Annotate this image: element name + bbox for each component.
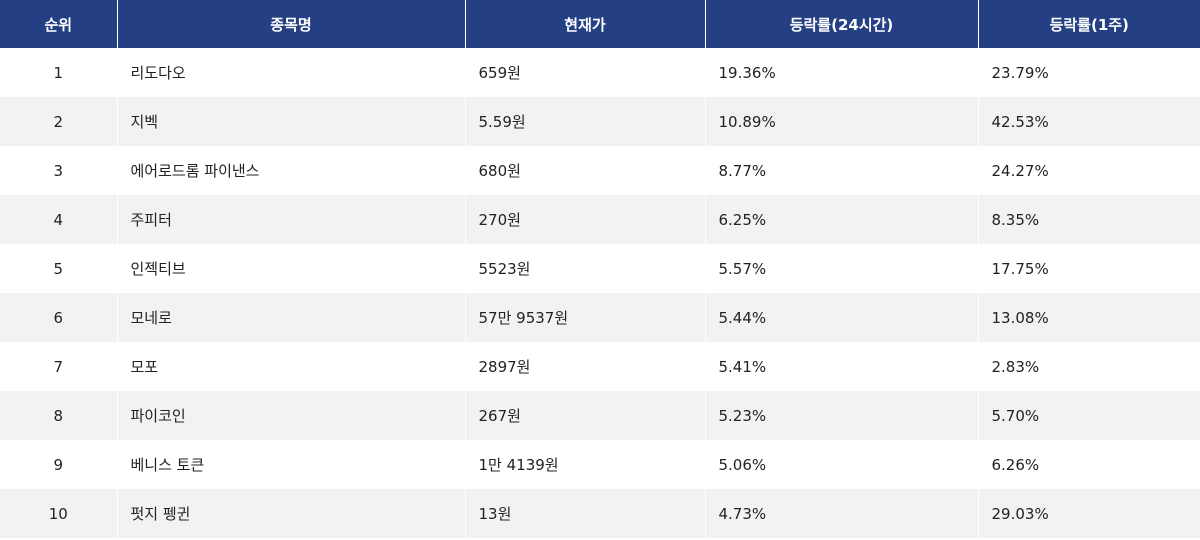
table-header: 순위 종목명 현재가 등락률(24시간) 등락률(1주) bbox=[0, 0, 1200, 48]
name-cell: 모네로 bbox=[117, 293, 466, 342]
price-cell: 680원 bbox=[465, 146, 706, 195]
name-cell: 주피터 bbox=[117, 195, 466, 244]
rank-cell: 8 bbox=[0, 391, 118, 440]
header-rank: 순위 bbox=[0, 0, 118, 48]
table-row: 1 리도다오 659원 19.36% 23.79% bbox=[0, 48, 1200, 97]
price-cell: 57만 9537원 bbox=[465, 293, 706, 342]
table-row: 5 인젝티브 5523원 5.57% 17.75% bbox=[0, 244, 1200, 293]
header-name: 종목명 bbox=[117, 0, 466, 48]
change-24h-cell: 5.23% bbox=[705, 391, 979, 440]
table-row: 9 베니스 토큰 1만 4139원 5.06% 6.26% bbox=[0, 440, 1200, 489]
price-cell: 5523원 bbox=[465, 244, 706, 293]
rank-cell: 3 bbox=[0, 146, 118, 195]
table-row: 6 모네로 57만 9537원 5.44% 13.08% bbox=[0, 293, 1200, 342]
change-24h-cell: 5.57% bbox=[705, 244, 979, 293]
table-row: 4 주피터 270원 6.25% 8.35% bbox=[0, 195, 1200, 244]
change-1w-cell: 5.70% bbox=[978, 391, 1200, 440]
change-24h-cell: 5.41% bbox=[705, 342, 979, 391]
name-cell: 펏지 펭귄 bbox=[117, 489, 466, 538]
change-24h-cell: 5.44% bbox=[705, 293, 979, 342]
table-row: 2 지벡 5.59원 10.89% 42.53% bbox=[0, 97, 1200, 146]
change-1w-cell: 2.83% bbox=[978, 342, 1200, 391]
price-cell: 13원 bbox=[465, 489, 706, 538]
name-cell: 베니스 토큰 bbox=[117, 440, 466, 489]
change-24h-cell: 5.06% bbox=[705, 440, 979, 489]
rank-cell: 1 bbox=[0, 48, 118, 97]
rank-cell: 9 bbox=[0, 440, 118, 489]
name-cell: 에어로드롬 파이낸스 bbox=[117, 146, 466, 195]
table-body: 1 리도다오 659원 19.36% 23.79% 2 지벡 5.59원 10.… bbox=[0, 48, 1200, 538]
price-cell: 2897원 bbox=[465, 342, 706, 391]
header-change-24h: 등락률(24시간) bbox=[705, 0, 979, 48]
price-cell: 659원 bbox=[465, 48, 706, 97]
rank-cell: 4 bbox=[0, 195, 118, 244]
change-24h-cell: 8.77% bbox=[705, 146, 979, 195]
price-cell: 1만 4139원 bbox=[465, 440, 706, 489]
price-cell: 270원 bbox=[465, 195, 706, 244]
rank-cell: 5 bbox=[0, 244, 118, 293]
price-cell: 267원 bbox=[465, 391, 706, 440]
table-row: 10 펏지 펭귄 13원 4.73% 29.03% bbox=[0, 489, 1200, 538]
name-cell: 파이코인 bbox=[117, 391, 466, 440]
name-cell: 리도다오 bbox=[117, 48, 466, 97]
change-1w-cell: 13.08% bbox=[978, 293, 1200, 342]
change-1w-cell: 42.53% bbox=[978, 97, 1200, 146]
header-price: 현재가 bbox=[465, 0, 706, 48]
change-1w-cell: 23.79% bbox=[978, 48, 1200, 97]
change-24h-cell: 10.89% bbox=[705, 97, 979, 146]
change-1w-cell: 8.35% bbox=[978, 195, 1200, 244]
rank-cell: 10 bbox=[0, 489, 118, 538]
table-row: 3 에어로드롬 파이낸스 680원 8.77% 24.27% bbox=[0, 146, 1200, 195]
name-cell: 지벡 bbox=[117, 97, 466, 146]
header-row: 순위 종목명 현재가 등락률(24시간) 등락률(1주) bbox=[0, 0, 1200, 48]
rank-cell: 6 bbox=[0, 293, 118, 342]
rank-cell: 2 bbox=[0, 97, 118, 146]
change-1w-cell: 29.03% bbox=[978, 489, 1200, 538]
change-24h-cell: 6.25% bbox=[705, 195, 979, 244]
change-24h-cell: 19.36% bbox=[705, 48, 979, 97]
change-1w-cell: 24.27% bbox=[978, 146, 1200, 195]
name-cell: 인젝티브 bbox=[117, 244, 466, 293]
price-cell: 5.59원 bbox=[465, 97, 706, 146]
change-1w-cell: 17.75% bbox=[978, 244, 1200, 293]
change-1w-cell: 6.26% bbox=[978, 440, 1200, 489]
table-row: 7 모포 2897원 5.41% 2.83% bbox=[0, 342, 1200, 391]
name-cell: 모포 bbox=[117, 342, 466, 391]
change-24h-cell: 4.73% bbox=[705, 489, 979, 538]
rank-cell: 7 bbox=[0, 342, 118, 391]
table-row: 8 파이코인 267원 5.23% 5.70% bbox=[0, 391, 1200, 440]
header-change-1w: 등락률(1주) bbox=[978, 0, 1200, 48]
